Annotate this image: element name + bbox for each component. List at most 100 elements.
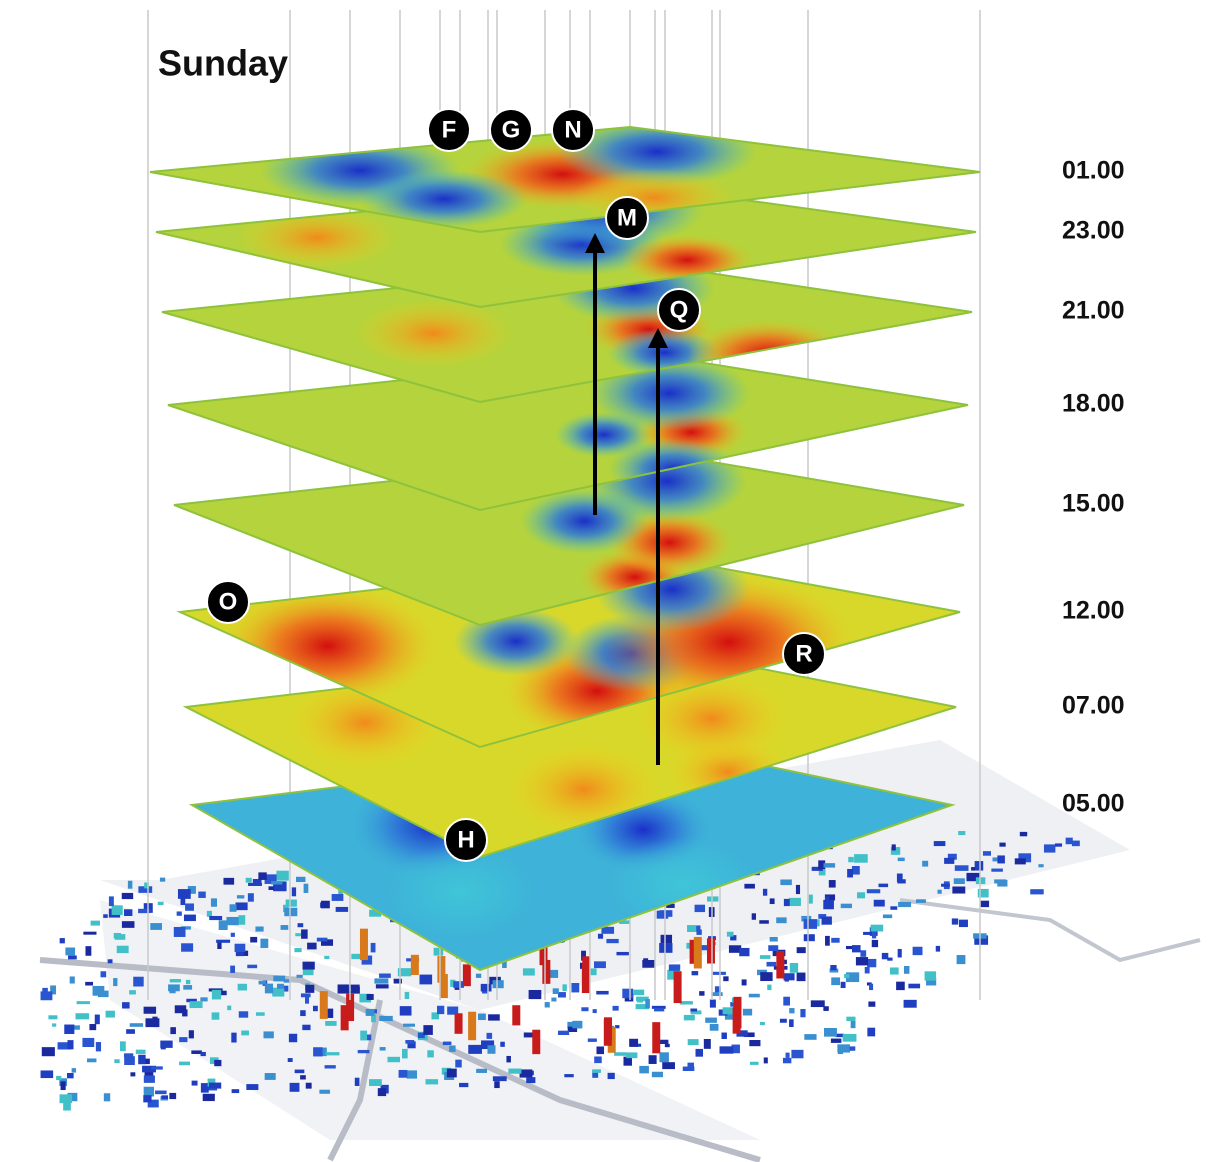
building (325, 1065, 336, 1068)
building (183, 985, 192, 990)
building (130, 1072, 135, 1076)
building (723, 1007, 735, 1014)
building (997, 855, 1005, 863)
building (355, 1078, 360, 1086)
building (427, 1050, 434, 1057)
building (660, 910, 673, 917)
building (124, 909, 132, 916)
building (117, 946, 129, 953)
building (83, 932, 96, 935)
building (158, 902, 164, 905)
building (138, 1055, 145, 1064)
building (181, 896, 186, 905)
building (825, 936, 830, 946)
building (296, 877, 305, 882)
building (273, 976, 285, 982)
building (246, 1084, 258, 1090)
building (562, 984, 566, 991)
tall-building (733, 1007, 741, 1033)
building (300, 1010, 305, 1016)
building (572, 1021, 582, 1029)
building (493, 1076, 507, 1081)
building (476, 1069, 487, 1073)
building (846, 1017, 855, 1021)
building (192, 1081, 198, 1086)
building (581, 1007, 588, 1011)
tall-building (455, 1013, 463, 1034)
building (629, 1039, 638, 1047)
building (971, 867, 975, 871)
building (272, 988, 284, 997)
building (226, 917, 238, 925)
building (235, 944, 246, 952)
building (896, 982, 905, 990)
building (453, 981, 464, 988)
building (151, 1066, 163, 1069)
building (295, 1070, 305, 1074)
building (82, 1038, 94, 1047)
building (749, 1040, 760, 1046)
building (711, 992, 722, 996)
building (231, 933, 235, 937)
building (230, 966, 235, 973)
building (958, 831, 965, 835)
building (825, 896, 829, 903)
building (941, 884, 950, 887)
building (351, 954, 361, 959)
building (201, 1052, 206, 1056)
building (168, 984, 180, 991)
building (160, 878, 165, 882)
building (277, 984, 284, 989)
building (305, 985, 314, 993)
building (407, 1070, 417, 1078)
time-label: 07.00 (1062, 692, 1125, 720)
building (174, 927, 186, 937)
building (843, 1034, 857, 1042)
building (633, 990, 644, 996)
building (1038, 864, 1043, 867)
building (838, 1050, 843, 1054)
marker-label: N (564, 117, 581, 144)
building (63, 1102, 71, 1110)
building (284, 908, 297, 916)
building (294, 948, 301, 952)
building (169, 1093, 176, 1099)
building (829, 880, 836, 888)
building (217, 942, 221, 949)
building (622, 989, 633, 999)
building (307, 943, 316, 950)
building (865, 967, 870, 973)
building (690, 1009, 697, 1012)
building (790, 963, 798, 973)
building (874, 900, 885, 907)
building (783, 1058, 791, 1063)
building (60, 1094, 73, 1103)
building (150, 923, 162, 930)
building (830, 965, 836, 970)
building (70, 976, 75, 983)
building (871, 925, 884, 932)
building (934, 841, 946, 846)
building (867, 959, 876, 967)
building (246, 878, 252, 883)
building (1030, 889, 1043, 894)
building (420, 975, 433, 985)
building (114, 1059, 119, 1063)
building (952, 918, 958, 924)
marker-label: M (617, 205, 637, 232)
building (680, 1001, 693, 1004)
marker-label: G (502, 117, 521, 144)
building (662, 1062, 675, 1069)
building (654, 1008, 664, 1011)
time-label: 21.00 (1062, 297, 1125, 325)
building (161, 1095, 168, 1099)
tall-building (320, 991, 328, 1019)
tall-building (604, 1019, 612, 1046)
building (91, 921, 100, 926)
building (269, 886, 275, 890)
building (665, 1044, 670, 1047)
building (975, 861, 984, 870)
building (271, 881, 282, 884)
building (558, 992, 566, 997)
building (594, 961, 606, 968)
